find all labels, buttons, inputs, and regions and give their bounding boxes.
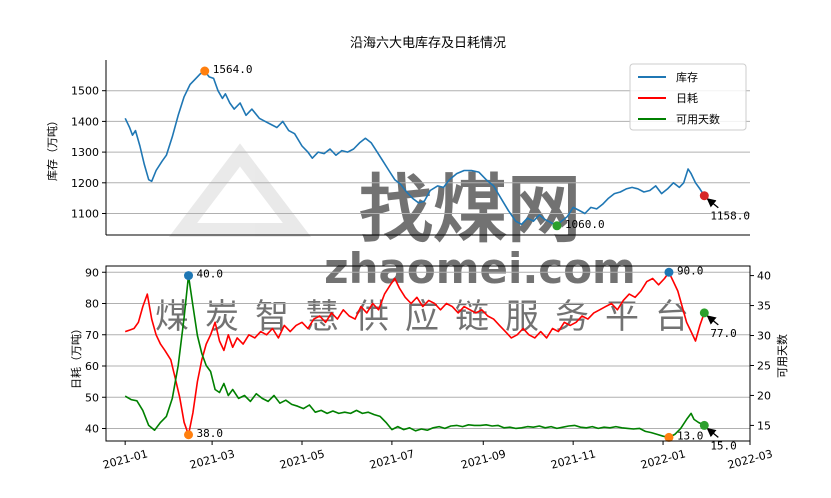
date-x-tick-label: 2021-11 xyxy=(549,447,597,471)
consumption-annotations: 40.0 38.0 90.0 13.0 77.0 15.0 xyxy=(184,264,737,452)
days-line xyxy=(124,274,705,439)
annotation-label: 1564.0 xyxy=(213,63,253,76)
days-y-axis: 15 20 25 30 35 40 xyxy=(750,270,771,432)
stock-y-axis: 1100 1200 1300 1400 1500 xyxy=(71,85,106,221)
legend-label-stock: 库存 xyxy=(676,70,698,84)
stock-y-tick-label: 1200 xyxy=(71,177,99,190)
annotation-arrow xyxy=(706,198,719,209)
annotation-marker xyxy=(552,221,562,231)
consumption-y-axis: 40 50 60 70 80 90 xyxy=(85,266,106,436)
legend-label-consumption: 日耗 xyxy=(676,92,698,105)
watermark: 找煤网 zhaomei.com 煤炭智慧供应链服务平台 xyxy=(155,143,689,337)
consumption-y-tick-label: 80 xyxy=(85,298,99,311)
days-y-tick-label: 15 xyxy=(757,419,771,432)
annotation-label: 38.0 xyxy=(197,427,224,440)
date-x-tick-label: 2021-07 xyxy=(368,447,416,471)
stock-gridlines xyxy=(106,90,750,215)
consumption-series xyxy=(124,271,706,439)
annotation-marker xyxy=(699,191,709,201)
annotation-label: 90.0 xyxy=(677,264,704,277)
annotation-marker xyxy=(699,308,709,318)
date-x-tick-label: 2021-09 xyxy=(460,447,508,471)
annotation-label: 13.0 xyxy=(677,429,704,442)
stock-y-tick-label: 1400 xyxy=(71,115,99,128)
days-y-tick-label: 25 xyxy=(757,359,771,372)
consumption-gridlines xyxy=(106,271,750,429)
consumption-line xyxy=(124,271,706,436)
consumption-y-tick-label: 60 xyxy=(85,360,99,373)
annotation-marker xyxy=(699,420,709,430)
watermark-brand: 找煤网 xyxy=(359,167,581,253)
date-x-tick-label: 2021-05 xyxy=(278,447,326,471)
annotation-marker xyxy=(184,430,194,440)
annotation-marker xyxy=(200,66,210,76)
annotation-marker xyxy=(664,267,674,277)
annotation-label: 77.0 xyxy=(710,327,737,340)
date-x-tick-label: 2022-01 xyxy=(639,447,687,471)
days-y-tick-label: 20 xyxy=(757,389,771,402)
consumption-y-tick-label: 50 xyxy=(85,391,99,404)
stock-y-tick-label: 1100 xyxy=(71,208,99,221)
annotation-marker xyxy=(664,432,674,442)
consumption-y-tick-label: 70 xyxy=(85,329,99,342)
date-x-axis: 2021-01 2021-03 2021-05 2021-07 2021-09 2021-… xyxy=(101,441,774,472)
chart-title: 沿海六大电库存及日耗情况 xyxy=(350,35,506,51)
stock-y-tick-label: 1300 xyxy=(71,146,99,159)
legend-box xyxy=(629,63,747,131)
annotation-label: 40.0 xyxy=(197,268,224,281)
consumption-y-tick-label: 40 xyxy=(85,423,99,436)
consumption-y-tick-label: 90 xyxy=(85,266,99,279)
days-y-axis-label: 可用天数 xyxy=(776,334,789,378)
watermark-domain: zhaomei.com xyxy=(324,244,636,293)
legend: 库存 日耗 可用天数 xyxy=(629,63,747,131)
days-y-tick-label: 30 xyxy=(757,330,771,343)
stock-y-axis-label: 库存（万吨） xyxy=(45,115,59,181)
days-y-tick-label: 40 xyxy=(757,270,771,283)
annotation-arrow xyxy=(706,315,719,326)
annotation-label: 1158.0 xyxy=(710,210,750,223)
days-y-tick-label: 35 xyxy=(757,300,771,313)
consumption-frame xyxy=(105,265,751,442)
date-x-tick-label: 2021-03 xyxy=(188,447,236,471)
annotation-marker xyxy=(184,271,194,281)
consumption-panel: 40 50 60 70 80 90 15 20 25 30 35 40 2021-01 2021-03… xyxy=(70,264,789,471)
watermark-logo-icon xyxy=(168,143,312,237)
consumption-y-axis-label: 日耗（万吨） xyxy=(70,323,83,389)
legend-label-days: 可用天数 xyxy=(676,113,720,126)
stock-annotations: 1564.0 1060.0 1158.0 xyxy=(200,63,750,231)
annotation-arrow xyxy=(706,427,719,438)
annotation-label: 1060.0 xyxy=(565,218,605,231)
annotation-label: 15.0 xyxy=(710,439,737,452)
stock-y-tick-label: 1500 xyxy=(71,85,99,98)
date-x-tick-label: 2021-01 xyxy=(101,447,149,471)
